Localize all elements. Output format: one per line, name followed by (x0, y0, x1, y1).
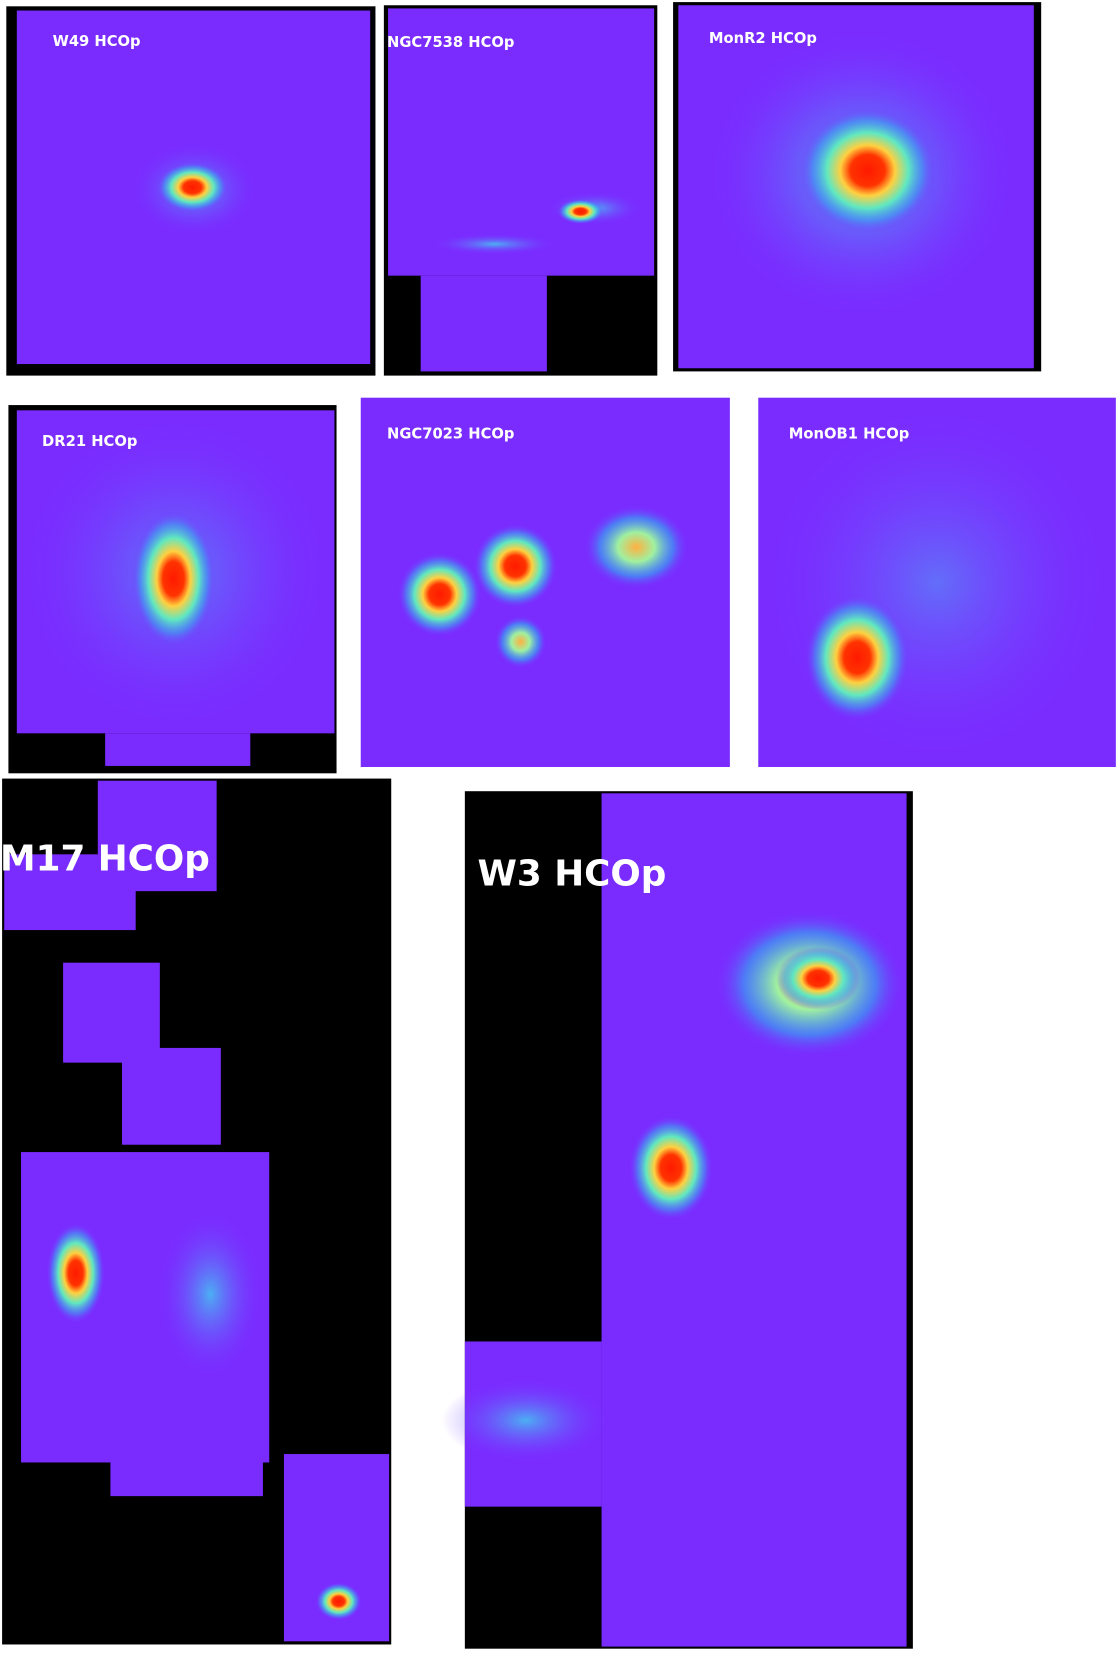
panel-label: NGC7538 HCOp (387, 34, 514, 51)
panel-label: MonOB1 HCOp (789, 426, 909, 443)
panel-label: M17 HCOp (0, 839, 210, 880)
panel-w3: W3 HCOp (441, 791, 913, 1649)
panel-w49: W49 HCOp (6, 6, 376, 376)
panel-monob1: MonOB1 HCOp (758, 397, 1116, 768)
panel-ngc7538: NGC7538 HCOp (383, 5, 658, 376)
panel-label: W3 HCOp (477, 853, 666, 894)
panel-ngc7023: NGC7023 HCOp (360, 397, 730, 768)
panel-monr2: MonR2 HCOp (673, 2, 1042, 372)
panel-label: NGC7023 HCOp (387, 426, 514, 443)
panel-dr21: DR21 HCOp (8, 405, 337, 774)
panel-label: DR21 HCOp (42, 433, 137, 450)
panel-m17: M17 HCOp (0, 778, 392, 1645)
panel-label: MonR2 HCOp (709, 30, 817, 47)
panel-label: W49 HCOp (53, 33, 141, 50)
